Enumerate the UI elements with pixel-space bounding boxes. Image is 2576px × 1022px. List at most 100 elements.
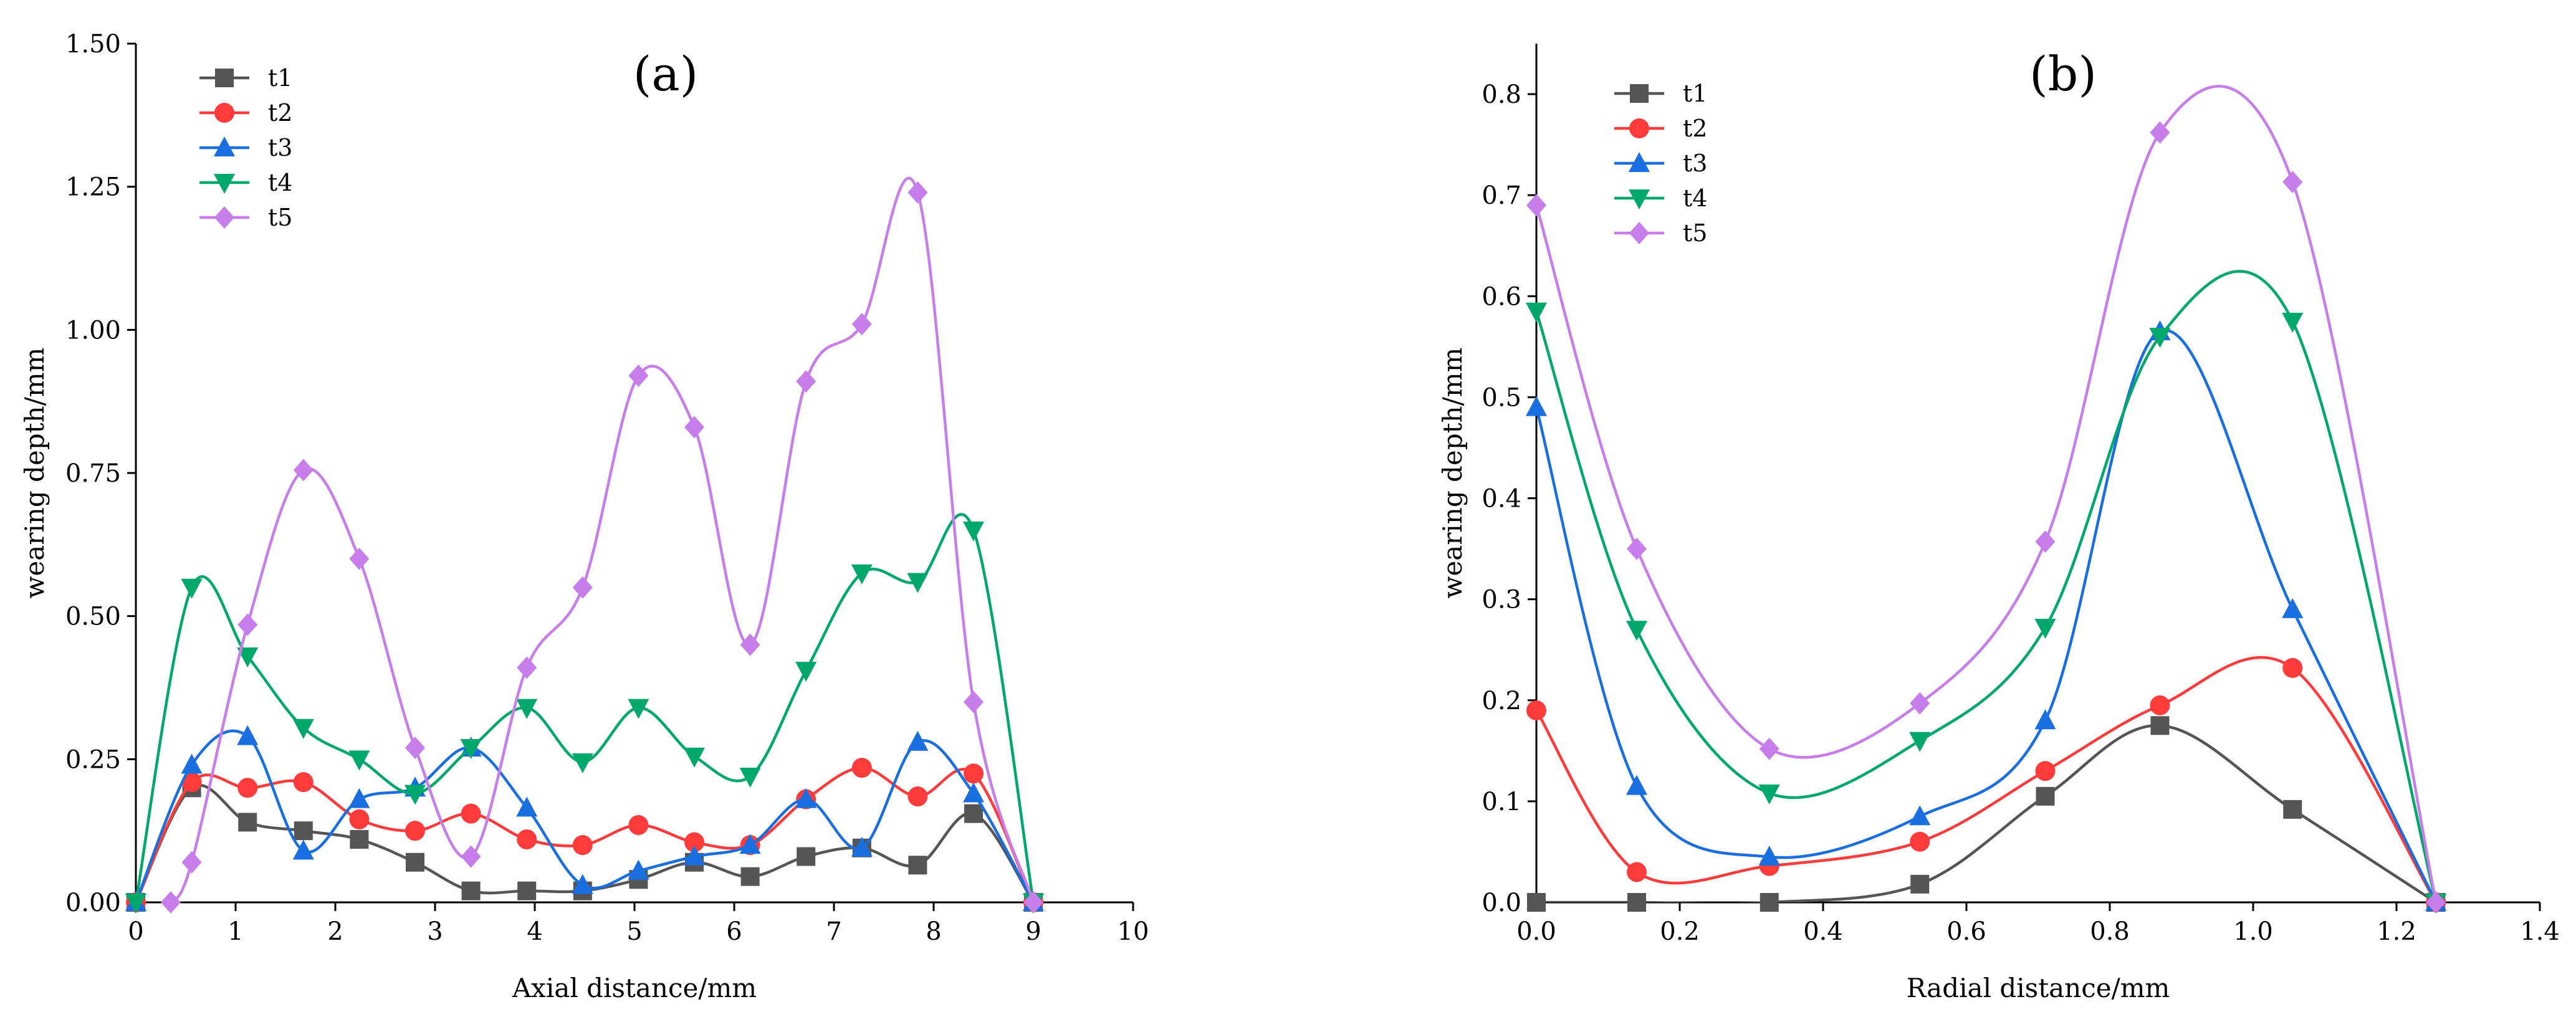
legend-marker-t4	[1629, 189, 1650, 209]
data-point-t4	[1909, 732, 1931, 752]
data-point-t5	[1759, 737, 1779, 760]
data-point-t1	[1760, 893, 1779, 912]
data-point-t3	[2282, 598, 2304, 618]
data-point-t4	[963, 521, 984, 542]
data-point-t2	[461, 803, 481, 824]
data-point-t1	[797, 847, 816, 866]
panel-label: (b)	[2029, 46, 2097, 102]
data-point-t1	[238, 813, 257, 832]
y-axis-title: wearing depth/mm	[19, 348, 50, 599]
x-tick-label: 0.2	[1660, 917, 1700, 946]
data-point-t2	[684, 832, 704, 852]
x-tick-label: 1.2	[2377, 917, 2416, 946]
data-point-t3	[1526, 396, 1547, 416]
data-point-t2	[964, 763, 984, 784]
data-point-t1	[350, 829, 369, 849]
legend-label-t1: t1	[1683, 80, 1707, 107]
data-point-t3	[1758, 846, 1780, 866]
data-point-t1	[1910, 874, 1930, 894]
data-point-t5	[517, 656, 537, 679]
data-point-t1	[908, 856, 927, 875]
y-tick-label: 0.1	[1482, 788, 1521, 816]
data-point-t1	[1527, 893, 1546, 912]
data-point-t4	[1626, 621, 1647, 641]
data-point-t4	[907, 573, 929, 593]
y-tick-label: 0.6	[1482, 282, 1521, 311]
y-axis-title: wearing depth/mm	[1437, 348, 1468, 599]
y-tick-label: 0.5	[1482, 383, 1521, 412]
legend-label-t5: t5	[1683, 219, 1707, 247]
data-point-t5	[964, 690, 984, 714]
data-point-t2	[517, 829, 537, 849]
data-point-t4	[2149, 328, 2171, 348]
data-point-t4	[572, 753, 593, 773]
data-point-t2	[2282, 657, 2303, 678]
chart-panel-a: 0 1 2 3 4 5 6 7 8 9 10 0.00 0.25 0.50 0.75 1.00 1.25 1.50…	[19, 30, 1149, 1003]
x-tick-label: 4	[527, 917, 542, 946]
legend-label-t3: t3	[1683, 150, 1707, 177]
data-point-t2	[572, 835, 593, 856]
y-tick-label: 0.8	[1482, 80, 1521, 109]
data-point-t4	[795, 661, 817, 682]
legend-label-t1: t1	[268, 64, 292, 92]
y-tick-label: 0.0	[1482, 889, 1521, 917]
legend-label-t4: t4	[1683, 184, 1707, 212]
data-point-t3	[237, 725, 259, 745]
legend-label-t2: t2	[1683, 115, 1707, 142]
legend-marker-t2	[1629, 118, 1649, 138]
data-point-t4	[2282, 312, 2304, 333]
data-point-t3	[292, 839, 314, 860]
data-point-t3	[739, 834, 761, 854]
data-point-t5	[796, 370, 816, 393]
data-point-t2	[181, 772, 202, 793]
data-point-t5	[181, 851, 202, 874]
legend-label-t4: t4	[268, 169, 292, 196]
y-tick-label: 0.00	[65, 889, 121, 917]
x-tick-label: 0.6	[1946, 917, 1986, 946]
data-point-t2	[1526, 700, 1546, 720]
x-tick-label: 9	[1025, 917, 1041, 946]
legend-marker-t3	[214, 136, 235, 156]
data-point-t2	[851, 758, 872, 778]
data-point-t4	[628, 699, 649, 719]
data-point-t2	[2150, 695, 2170, 715]
x-tick-label: 0	[128, 917, 143, 946]
data-point-t3	[1909, 805, 1931, 826]
y-tick-label: 0.4	[1482, 485, 1521, 513]
data-point-t3	[348, 788, 370, 808]
legend-marker-t2	[214, 103, 234, 123]
data-point-t5	[1023, 891, 1043, 914]
data-point-t4	[460, 738, 482, 759]
x-tick-label: 0.0	[1516, 917, 1556, 946]
data-point-t5	[2426, 891, 2446, 914]
y-tick-label: 1.25	[65, 173, 121, 202]
data-point-t3	[181, 753, 203, 774]
x-tick-label: 8	[926, 917, 941, 946]
x-tick-label: 10	[1118, 917, 1149, 946]
legend-label-t3: t3	[268, 134, 292, 161]
x-tick-label: 2	[327, 917, 343, 946]
data-point-t3	[1626, 775, 1647, 795]
data-point-t1	[2036, 786, 2055, 806]
data-point-t2	[628, 814, 649, 835]
data-point-t5	[740, 633, 760, 656]
legend-marker-t5	[214, 206, 234, 229]
data-point-t3	[572, 874, 593, 894]
y-tick-label: 0.75	[65, 459, 121, 488]
data-point-t3	[795, 788, 817, 808]
data-point-t4	[237, 647, 259, 667]
data-point-t3	[628, 859, 649, 880]
x-tick-label: 3	[427, 917, 443, 946]
data-point-t5	[237, 613, 258, 636]
data-point-t3	[963, 782, 984, 803]
data-point-t1	[740, 867, 760, 886]
legend-marker-t1	[215, 69, 234, 87]
data-point-t5	[1910, 692, 1930, 715]
legend-label-t2: t2	[268, 99, 292, 127]
data-point-t2	[1910, 831, 1930, 852]
data-point-t1	[294, 821, 313, 841]
data-point-t1	[461, 881, 481, 900]
legend-marker-t3	[1629, 152, 1650, 172]
data-point-t2	[293, 772, 314, 793]
data-point-t1	[2283, 800, 2302, 819]
